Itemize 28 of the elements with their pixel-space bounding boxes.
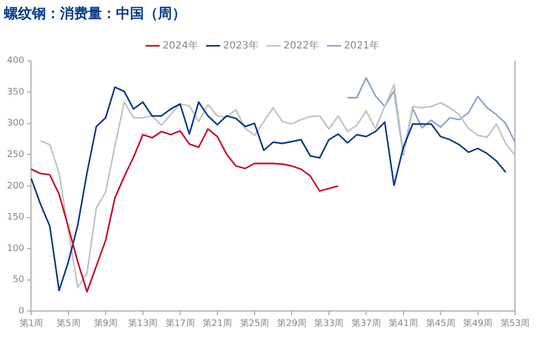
x-tick-label: 第33周	[314, 318, 344, 329]
x-tick-label: 第25周	[240, 318, 270, 329]
legend-label: 2022年	[284, 39, 319, 52]
x-tick-label: 第29周	[276, 318, 306, 329]
y-tick-label: 100	[6, 244, 24, 254]
x-tick-label: 第9周	[94, 318, 118, 329]
y-tick-label: 250	[6, 150, 24, 160]
legend-label: 2023年	[223, 39, 259, 52]
legend-label: 2024年	[162, 39, 198, 52]
legend-label: 2021年	[344, 39, 380, 52]
x-tick-label: 第1周	[19, 318, 44, 329]
x-tick-label: 第45周	[426, 318, 456, 329]
x-tick-label: 第17周	[165, 318, 195, 329]
x-tick-label: 第21周	[202, 318, 232, 329]
y-tick-label: 200	[6, 181, 24, 192]
x-tick-label: 第5周	[56, 318, 80, 329]
x-tick-label: 第53周	[500, 318, 530, 329]
y-tick-label: 350	[6, 87, 24, 98]
x-tick-label: 第49周	[463, 318, 493, 329]
y-tick-label: 400	[6, 56, 24, 66]
x-tick-label: 第37周	[351, 318, 381, 329]
y-tick-label: 150	[6, 212, 24, 223]
y-tick-label: 0	[18, 306, 24, 317]
chart-title: 螺纹钢：消费量：中国（周）	[3, 6, 186, 22]
y-tick-label: 50	[12, 275, 24, 286]
x-tick-label: 第13周	[128, 318, 158, 329]
x-tick-label: 第41周	[388, 318, 418, 329]
y-tick-label: 300	[6, 118, 24, 129]
